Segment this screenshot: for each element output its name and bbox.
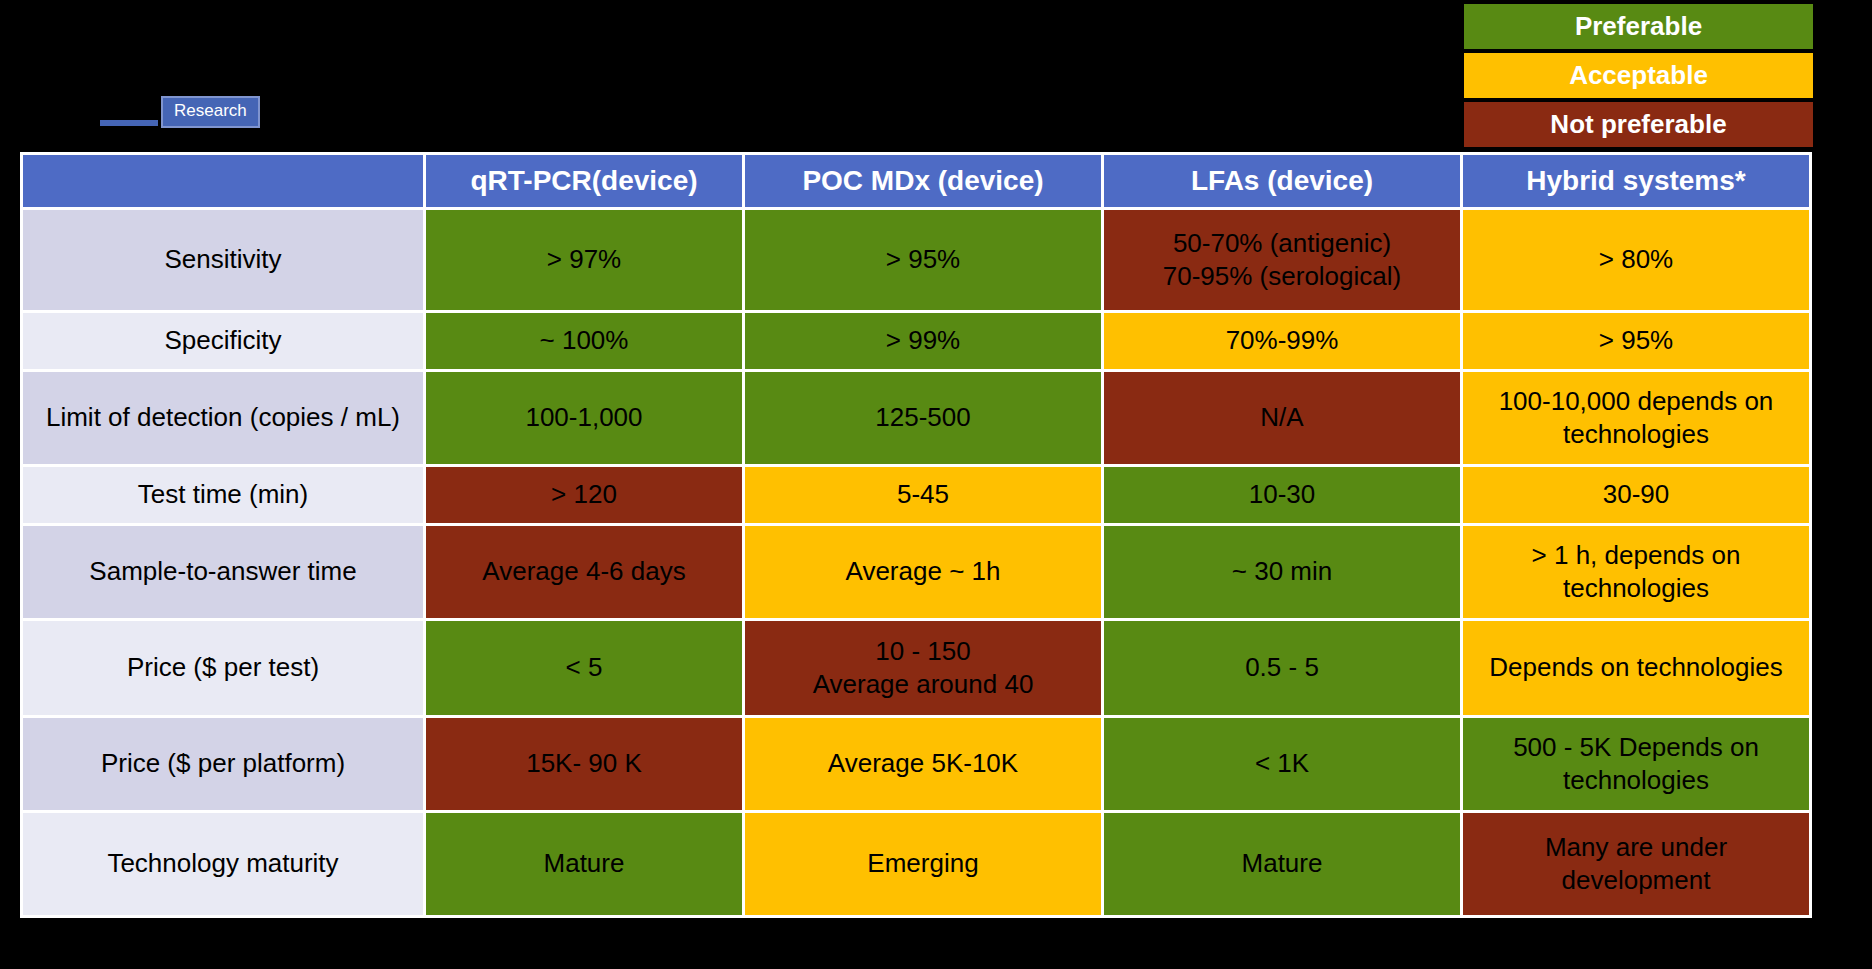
table-cell: > 120	[426, 467, 742, 523]
table-header-row: qRT-PCR(device) POC MDx (device) LFAs (d…	[23, 155, 1809, 207]
table-cell: > 95%	[745, 210, 1101, 310]
table-cell: Average 5K-10K	[745, 718, 1101, 810]
column-header-hybrid-systems: Hybrid systems*	[1463, 155, 1809, 207]
table-row: Sample-to-answer timeAverage 4-6 daysAve…	[23, 526, 1809, 618]
row-label: Limit of detection (copies / mL)	[23, 372, 423, 464]
table-row: Sensitivity> 97%> 95%50-70% (antigenic) …	[23, 210, 1809, 310]
table-cell: Depends on technologies	[1463, 621, 1809, 715]
column-header-lfas: LFAs (device)	[1104, 155, 1460, 207]
table-cell: Emerging	[745, 813, 1101, 915]
table-cell: 10 - 150 Average around 40	[745, 621, 1101, 715]
table-cell: 10-30	[1104, 467, 1460, 523]
table-cell: ~ 30 min	[1104, 526, 1460, 618]
table-cell: > 99%	[745, 313, 1101, 369]
table-cell: > 95%	[1463, 313, 1809, 369]
table-row: Limit of detection (copies / mL)100-1,00…	[23, 372, 1809, 464]
row-label: Test time (min)	[23, 467, 423, 523]
table-cell: > 97%	[426, 210, 742, 310]
table-row: Specificity~ 100%> 99%70%-99%> 95%	[23, 313, 1809, 369]
table-cell: > 1 h, depends on technologies	[1463, 526, 1809, 618]
table-cell: < 5	[426, 621, 742, 715]
table-cell: 50-70% (antigenic) 70-95% (serological)	[1104, 210, 1460, 310]
row-label: Sample-to-answer time	[23, 526, 423, 618]
row-label: Price ($ per platform)	[23, 718, 423, 810]
table-cell: 500 - 5K Depends on technologies	[1463, 718, 1809, 810]
row-label: Technology maturity	[23, 813, 423, 915]
slide-canvas: Research PreferableAcceptableNot prefera…	[0, 0, 1872, 969]
table-cell: Mature	[426, 813, 742, 915]
table-row: Price ($ per platform)15K- 90 KAverage 5…	[23, 718, 1809, 810]
legend-item-preferable: Preferable	[1464, 4, 1813, 49]
row-label: Specificity	[23, 313, 423, 369]
legend-item-not_preferable: Not preferable	[1464, 102, 1813, 147]
ranking-legend: PreferableAcceptableNot preferable	[1464, 4, 1813, 151]
column-header-poc-mdx: POC MDx (device)	[745, 155, 1101, 207]
table-cell: Average ~ 1h	[745, 526, 1101, 618]
table-cell: 70%-99%	[1104, 313, 1460, 369]
table-cell: 5-45	[745, 467, 1101, 523]
table-cell: Mature	[1104, 813, 1460, 915]
table-cell: ~ 100%	[426, 313, 742, 369]
table-cell: 15K- 90 K	[426, 718, 742, 810]
column-header-empty	[23, 155, 423, 207]
table-cell: Many are under development	[1463, 813, 1809, 915]
table-row: Price ($ per test)< 510 - 150 Average ar…	[23, 621, 1809, 715]
table-row: Test time (min)> 1205-4510-3030-90	[23, 467, 1809, 523]
row-label: Sensitivity	[23, 210, 423, 310]
table-cell: > 80%	[1463, 210, 1809, 310]
table-cell: Average 4-6 days	[426, 526, 742, 618]
column-header-qrt-pcr: qRT-PCR(device)	[426, 155, 742, 207]
table-cell: 0.5 - 5	[1104, 621, 1460, 715]
table-cell: N/A	[1104, 372, 1460, 464]
logo-underline	[100, 120, 158, 126]
table-cell: 100-1,000	[426, 372, 742, 464]
row-label: Price ($ per test)	[23, 621, 423, 715]
table-cell: < 1K	[1104, 718, 1460, 810]
table-cell: 125-500	[745, 372, 1101, 464]
legend-item-acceptable: Acceptable	[1464, 53, 1813, 98]
table-row: Technology maturityMatureEmergingMatureM…	[23, 813, 1809, 915]
table-cell: 100-10,000 depends on technologies	[1463, 372, 1809, 464]
research-badge: Research	[161, 96, 260, 128]
comparison-table: qRT-PCR(device) POC MDx (device) LFAs (d…	[20, 152, 1812, 918]
research-logo: Research	[100, 96, 260, 128]
table-cell: 30-90	[1463, 467, 1809, 523]
